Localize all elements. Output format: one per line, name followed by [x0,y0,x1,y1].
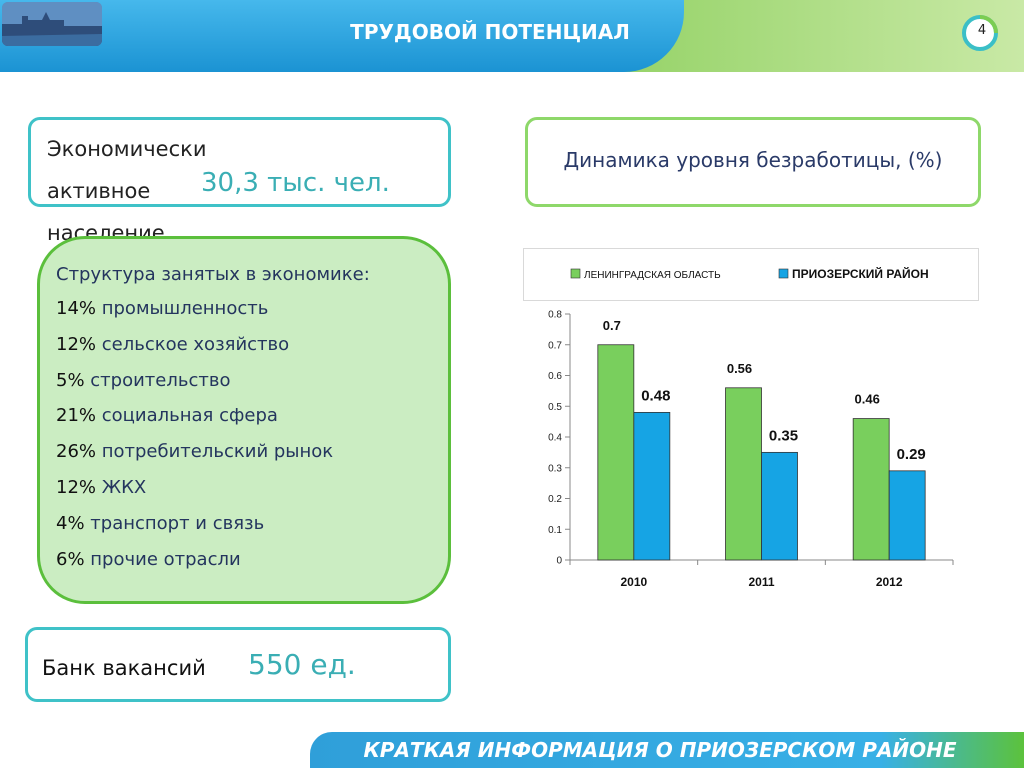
data-label: 0.46 [855,392,880,407]
economically-active-card: Экономически активное население 30,3 тыс… [28,117,451,245]
legend-label: ПРИОЗЕРСКИЙ РАЙОН [792,266,929,281]
economically-active-value: 30,3 тыс. чел. [201,168,390,198]
list-item: 14% промышленность [56,298,269,319]
data-label: 0.7 [603,318,621,333]
employment-structure-list: 14% промышленность 12% сельское хозяйств… [56,291,333,577]
economically-active-label: Экономически активное население [47,137,207,245]
bar [888,470,926,561]
legend-frame [523,248,979,301]
vacancy-bank-card: Банк вакансий 550 ед. [25,627,451,702]
header-title-band: ТРУДОВОЙ ПОТЕНЦИАЛ [0,0,684,72]
unemployment-dynamics-card: Динамика уровня безработицы, (%) [525,117,981,207]
bar [852,418,890,561]
bar [725,387,762,561]
vacancy-bank-label: Банк вакансий [42,656,206,680]
footer-title: КРАТКАЯ ИНФОРМАЦИЯ О ПРИОЗЕРСКОМ РАЙОНЕ [363,738,957,762]
footer-bar: КРАТКАЯ ИНФОРМАЦИЯ О ПРИОЗЕРСКОМ РАЙОНЕ [310,732,1024,768]
x-tick-label: 2010 [620,575,647,589]
unemployment-chart-svg: ЛЕНИНГРАДСКАЯ ОБЛАСТЬ ПРИОЗЕРСКИЙ РАЙОН 0 0… [523,248,979,589]
employment-structure-title: Структура занятых в экономике: [56,264,370,285]
unemployment-chart: ЛЕНИНГРАДСКАЯ ОБЛАСТЬ ПРИОЗЕРСКИЙ РАЙОН 0 0… [523,248,979,593]
data-label: 0.35 [769,427,798,444]
y-tick-label: 0.7 [548,340,562,351]
y-tick-label: 0 [556,556,562,567]
x-tick-label: 2011 [748,575,774,589]
y-tick-label: 0.2 [548,494,562,505]
y-tick-label: 0.6 [548,371,562,382]
list-item: 4% транспорт и связь [56,512,265,534]
list-item: 6% прочие отрасли [56,548,241,570]
y-tick-label: 0.4 [548,433,562,444]
fortress-logo [2,2,102,46]
legend-swatch [570,268,581,279]
list-item: 21% социальная сфера [56,405,278,427]
x-tick-label: 2012 [876,575,903,589]
page-number: 4 [977,23,987,38]
page-title: ТРУДОВОЙ ПОТЕНЦИАЛ [350,20,630,44]
legend-label: ЛЕНИНГРАДСКАЯ ОБЛАСТЬ [584,270,721,281]
page-badge-icon [962,15,998,51]
y-tick-label: 0.1 [548,525,562,536]
list-item: 12% ЖКХ [56,476,147,498]
data-label: 0.29 [897,446,926,463]
unemployment-dynamics-title: Динамика уровня безработицы, (%) [563,148,943,172]
vacancy-bank-value: 550 ед. [248,648,356,681]
y-tick-label: 0.5 [548,402,562,413]
list-item: 5% строительство [56,369,231,391]
legend-swatch [778,268,789,279]
list-item: 26% потребительский рынок [56,441,334,463]
list-item: 12% сельское хозяйство [56,333,290,355]
bar [761,451,798,561]
data-label: 0.48 [641,387,670,404]
bar [633,411,671,561]
y-tick-label: 0.8 [548,310,562,321]
y-tick-label: 0.3 [548,463,562,474]
data-label: 0.56 [727,361,752,376]
bar [597,344,635,561]
employment-structure-card: Структура занятых в экономике: 14% промы… [37,236,451,604]
